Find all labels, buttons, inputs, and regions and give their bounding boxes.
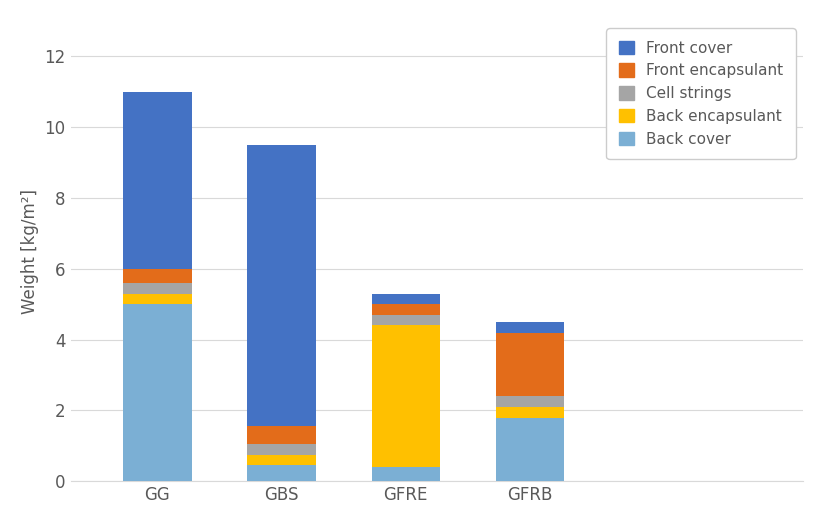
Bar [372, 304, 440, 315]
Bar [496, 407, 564, 417]
Bar [247, 444, 316, 455]
Bar [496, 332, 564, 396]
Bar [124, 304, 191, 481]
Bar [247, 426, 316, 444]
Bar [247, 455, 316, 465]
Bar [496, 396, 564, 407]
Bar [124, 269, 191, 283]
Bar [372, 326, 440, 467]
Bar [496, 322, 564, 332]
Bar [247, 145, 316, 426]
Bar [496, 417, 564, 481]
Bar [247, 465, 316, 481]
Bar [372, 467, 440, 481]
Legend: Front cover, Front encapsulant, Cell strings, Back encapsulant, Back cover: Front cover, Front encapsulant, Cell str… [606, 28, 795, 159]
Bar [124, 293, 191, 304]
Bar [124, 283, 191, 293]
Y-axis label: Weight [kg/m²]: Weight [kg/m²] [21, 188, 39, 313]
Bar [124, 92, 191, 269]
Bar [372, 315, 440, 326]
Bar [372, 293, 440, 304]
